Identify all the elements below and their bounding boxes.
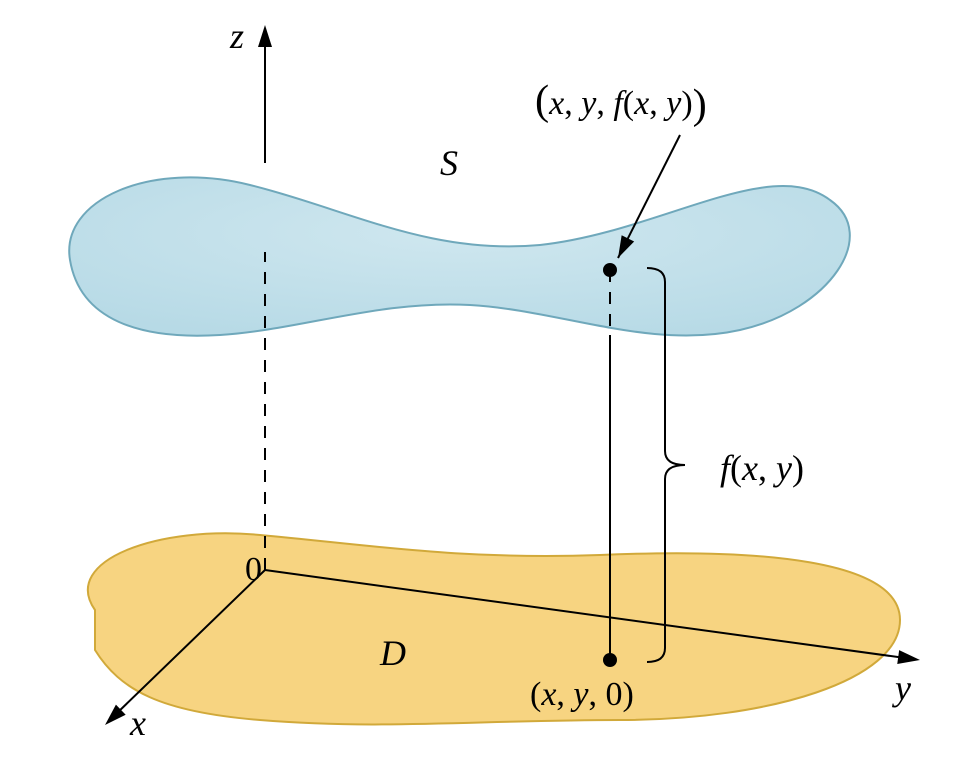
z-axis-label: z — [229, 16, 244, 56]
x-axis-label: x — [129, 703, 146, 743]
domain-label: D — [379, 633, 406, 673]
height-label: f(x, y) — [720, 448, 804, 488]
domain-point-label: (x, y, 0) — [530, 676, 634, 713]
surface-region — [69, 177, 850, 335]
arrowhead — [897, 650, 920, 664]
arrowhead — [258, 25, 272, 47]
surface-point-label: (x, y, f(x, y)) — [535, 77, 707, 128]
surface-label: S — [440, 143, 458, 183]
origin-label: 0 — [245, 551, 262, 588]
y-axis-label: y — [892, 668, 911, 708]
surface-point — [603, 263, 617, 277]
svg-text:(x, y, f(x, y)): (x, y, f(x, y)) — [535, 77, 707, 128]
domain-region — [88, 533, 900, 724]
domain-point — [603, 653, 617, 667]
